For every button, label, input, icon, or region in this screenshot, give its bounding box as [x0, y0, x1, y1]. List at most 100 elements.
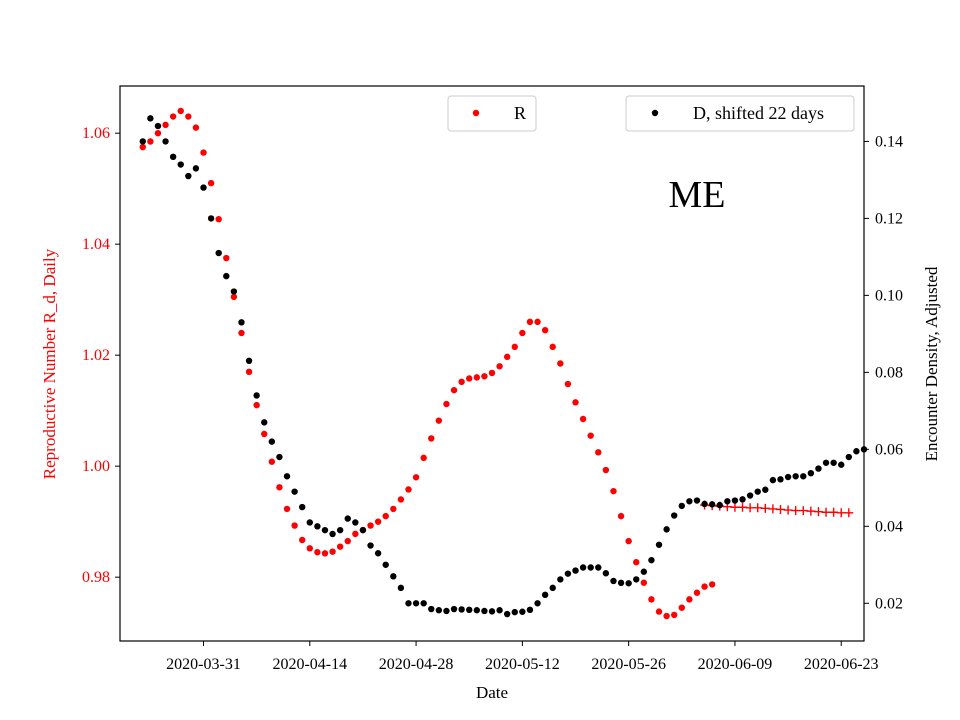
plot-frame: [119, 85, 865, 642]
r-point: [519, 329, 526, 337]
state-label: ME: [669, 174, 726, 216]
r-point: [663, 612, 670, 620]
r-point: [230, 293, 238, 301]
x-axis-ticks: 2020-03-31 2020-04-14 2020-04-28 2020-05-12…: [166, 641, 879, 673]
d-point: [625, 580, 632, 587]
r-point: [640, 579, 648, 586]
r-projected-point: [768, 504, 778, 514]
r-point: [245, 368, 253, 376]
r-point: [336, 543, 344, 550]
r-point: [283, 505, 291, 513]
r-point: [207, 179, 215, 187]
x-axis-title: Date: [476, 683, 508, 702]
r-projected-point: [844, 508, 854, 518]
r-point: [412, 474, 420, 481]
d-point: [207, 215, 215, 222]
d-point: [784, 473, 792, 481]
d-point: [420, 600, 427, 607]
r-point: [390, 505, 397, 513]
d-point: [169, 153, 177, 161]
d-point: [579, 564, 587, 571]
right-tick-label: 0.06: [875, 441, 903, 458]
r-point: [526, 318, 534, 326]
d-point: [496, 607, 503, 614]
d-point: [374, 550, 382, 557]
r-point: [572, 399, 579, 406]
d-point: [306, 519, 313, 526]
legend-d-label: D, shifted 22 days: [693, 103, 824, 123]
right-tick-label: 0.02: [875, 595, 903, 612]
d-point: [162, 138, 169, 145]
d-point: [792, 473, 799, 480]
d-point: [314, 523, 321, 530]
d-point: [299, 503, 306, 511]
d-point: [549, 584, 556, 592]
r-point: [185, 113, 192, 120]
d-point: [564, 570, 572, 577]
r-projected-point: [829, 507, 839, 517]
d-point: [830, 459, 837, 466]
r-point: [291, 522, 298, 529]
d-point: [283, 473, 291, 480]
r-point: [261, 430, 268, 438]
x-tick-label: 2020-06-23: [804, 656, 879, 673]
d-point: [443, 607, 450, 615]
d-point: [177, 161, 184, 168]
d-point: [428, 605, 435, 613]
d-point: [708, 501, 716, 508]
d-point: [526, 606, 534, 614]
d-point: [617, 579, 625, 587]
legend-r-box: [447, 95, 537, 132]
r-projected-point: [836, 508, 846, 518]
r-point: [299, 536, 306, 544]
r-point: [693, 589, 701, 596]
d-point: [777, 476, 784, 483]
r-point: [655, 608, 663, 615]
d-point: [838, 461, 845, 468]
left-axis-title: Reproductive Number R_d, Daily: [40, 248, 59, 479]
r-projected-point: [783, 505, 793, 515]
r-point: [276, 484, 283, 491]
d-point: [466, 606, 473, 614]
series-d-shifted: [139, 115, 868, 618]
d-point: [663, 526, 670, 533]
d-point: [754, 488, 761, 495]
r-point: [633, 558, 640, 566]
r-point: [458, 378, 465, 386]
r-point: [329, 548, 336, 555]
r-point: [253, 401, 260, 409]
r-point: [177, 107, 184, 115]
r-point: [139, 143, 146, 151]
d-point: [359, 526, 367, 534]
r-point: [473, 374, 481, 381]
r-point: [435, 417, 443, 424]
d-point: [815, 465, 822, 472]
r-point: [238, 329, 245, 337]
d-point: [268, 438, 276, 445]
d-point: [261, 419, 268, 426]
left-tick-label: 1.06: [82, 125, 110, 142]
left-tick-label: 1.00: [82, 458, 110, 475]
r-point: [215, 216, 222, 223]
d-point: [291, 488, 298, 495]
r-point: [481, 373, 488, 380]
r-projected-point: [798, 506, 808, 516]
d-point: [390, 573, 397, 580]
r-projected-point: [760, 503, 770, 513]
r-point: [154, 129, 162, 137]
d-point: [230, 288, 238, 295]
r-point: [169, 113, 177, 120]
d-point: [147, 115, 154, 122]
r-projected-point: [806, 506, 816, 516]
d-point: [245, 357, 253, 365]
d-point: [367, 542, 374, 549]
r-point: [268, 458, 276, 465]
left-tick-label: 0.98: [82, 569, 110, 586]
d-point: [435, 607, 443, 614]
r-point: [564, 380, 572, 388]
d-point: [731, 497, 739, 504]
x-tick-label: 2020-04-28: [379, 656, 454, 673]
d-point: [800, 473, 807, 480]
r-point: [625, 537, 632, 545]
r-projected-point: [791, 506, 801, 516]
